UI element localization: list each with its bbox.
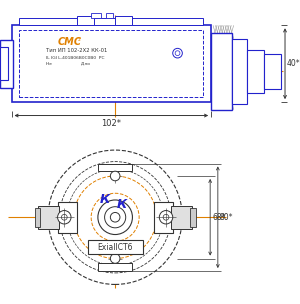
Circle shape bbox=[98, 200, 132, 234]
Text: ExiallCT6: ExiallCT6 bbox=[98, 243, 133, 251]
Circle shape bbox=[105, 207, 126, 228]
Bar bbox=[154, 202, 173, 233]
Bar bbox=[19, 18, 203, 25]
Bar bbox=[264, 54, 281, 89]
Bar bbox=[98, 164, 132, 171]
Circle shape bbox=[110, 171, 120, 181]
Circle shape bbox=[110, 254, 120, 263]
Text: 102*: 102* bbox=[101, 119, 121, 128]
Text: 80*: 80* bbox=[220, 213, 233, 222]
Text: Тип ИП 102-2Х2 КК-01: Тип ИП 102-2Х2 КК-01 bbox=[46, 48, 107, 53]
Bar bbox=[98, 263, 132, 271]
Bar bbox=[77, 16, 94, 25]
Bar bbox=[190, 208, 196, 227]
Text: IL IGl L-401B06B0C0B0  РС: IL IGl L-401B06B0C0B0 РС bbox=[46, 56, 105, 60]
Text: К: К bbox=[117, 198, 127, 211]
Bar bbox=[91, 13, 101, 18]
Bar bbox=[34, 208, 40, 227]
Text: Не                     Дло: Не Дло bbox=[46, 62, 90, 66]
Text: ²: ² bbox=[78, 39, 81, 45]
Bar bbox=[171, 206, 192, 229]
Bar bbox=[19, 30, 203, 97]
Text: 40*: 40* bbox=[287, 59, 300, 68]
Circle shape bbox=[61, 214, 67, 220]
Bar bbox=[58, 202, 77, 233]
Circle shape bbox=[159, 211, 173, 224]
Bar bbox=[115, 16, 132, 25]
Bar bbox=[232, 39, 247, 104]
FancyBboxPatch shape bbox=[88, 240, 142, 254]
Bar bbox=[11, 25, 211, 102]
Bar bbox=[0, 47, 8, 80]
Circle shape bbox=[175, 51, 180, 56]
Bar bbox=[0, 40, 14, 88]
Text: СМС: СМС bbox=[58, 37, 82, 47]
Text: К: К bbox=[100, 193, 110, 206]
Bar bbox=[38, 206, 59, 229]
Text: 68*: 68* bbox=[212, 213, 226, 222]
Bar bbox=[211, 33, 232, 110]
Circle shape bbox=[58, 211, 71, 224]
Circle shape bbox=[110, 212, 120, 222]
Circle shape bbox=[48, 150, 182, 285]
Bar bbox=[247, 50, 264, 92]
Circle shape bbox=[173, 48, 182, 58]
Circle shape bbox=[163, 214, 169, 220]
Bar bbox=[106, 13, 113, 18]
